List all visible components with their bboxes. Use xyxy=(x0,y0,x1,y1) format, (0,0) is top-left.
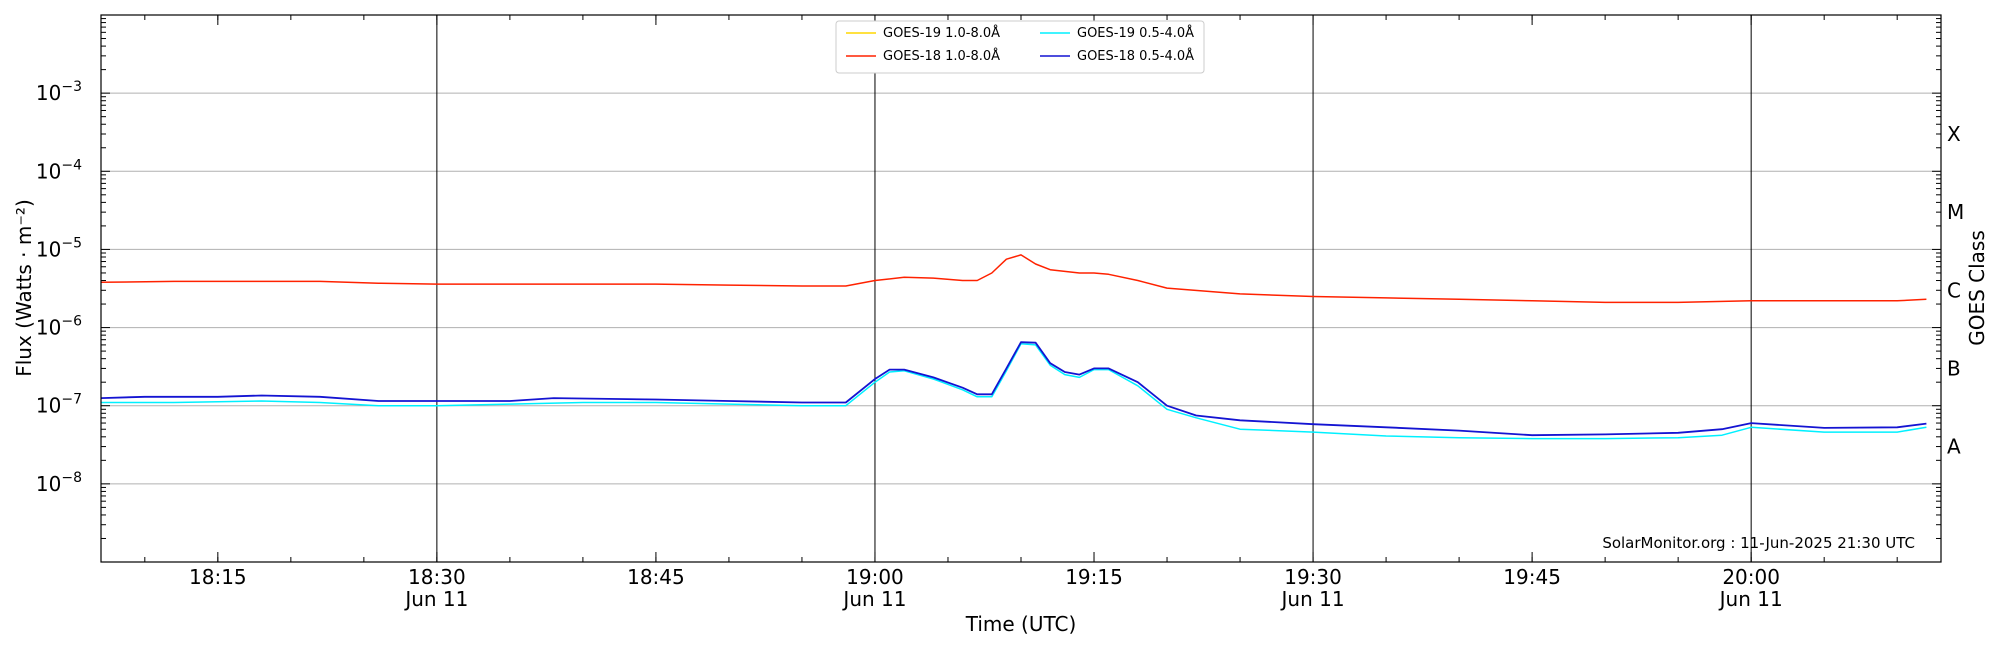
series-line-3 xyxy=(100,341,1927,437)
series-line-1 xyxy=(100,254,1927,304)
y-axis-title: Flux (Watts · m⁻²) xyxy=(12,199,36,377)
y-tick-label: 10−7 xyxy=(36,392,82,418)
series-lines xyxy=(100,254,1927,440)
y-tick-exponent: −4 xyxy=(61,157,82,173)
y-tick-label: 10−5 xyxy=(36,235,82,261)
goes-class-b: B xyxy=(1947,356,1961,380)
y-tick-base: 10 xyxy=(36,159,61,183)
legend: GOES-19 1.0-8.0Å GOES-18 1.0-8.0Å GOES-19 … xyxy=(835,20,1205,74)
x-tick-date-label: Jun 11 xyxy=(403,587,468,611)
y-tick-label: 10−4 xyxy=(36,157,82,183)
y-tick-exponent: −3 xyxy=(61,79,82,95)
goes-class-labels: A B C M X xyxy=(1947,122,1964,459)
x-tick-label: 19:30 xyxy=(1284,565,1342,589)
axis-ticks xyxy=(101,15,1941,563)
credit-text: SolarMonitor.org : 11-Jun-2025 21:30 UTC xyxy=(1602,534,1915,552)
x-tick-label: 18:30 xyxy=(408,565,466,589)
series-line-2 xyxy=(101,343,1927,440)
y-tick-exponent: −7 xyxy=(61,392,82,408)
x-tick-label: 19:15 xyxy=(1065,565,1123,589)
x-tick-label: 19:45 xyxy=(1503,565,1561,589)
y-tick-base: 10 xyxy=(36,81,61,105)
goes-class-m: M xyxy=(1947,200,1964,224)
x-tick-label: 20:00 xyxy=(1722,565,1780,589)
y-tick-base: 10 xyxy=(36,316,61,340)
y-tick-base: 10 xyxy=(36,394,61,418)
y-tick-label: 10−8 xyxy=(36,470,82,496)
y-tick-label: 10−3 xyxy=(36,79,82,105)
goes-class-c: C xyxy=(1947,278,1961,302)
legend-label-2: GOES-19 0.5-4.0Å xyxy=(1077,25,1194,41)
x-tick-label: 18:45 xyxy=(627,565,685,589)
x-tick-date-label: Jun 11 xyxy=(1718,587,1783,611)
y-tick-exponent: −5 xyxy=(61,235,82,251)
y-tick-base: 10 xyxy=(36,472,61,496)
x-tick-label: 18:15 xyxy=(189,565,247,589)
y-tick-label: 10−6 xyxy=(36,314,82,340)
y-tick-exponent: −6 xyxy=(61,314,82,330)
goes-class-x: X xyxy=(1947,122,1961,146)
goes-class-a: A xyxy=(1947,435,1961,459)
y-tick-labels: 10−810−710−610−510−410−3 xyxy=(36,79,82,496)
y-tick-exponent: −8 xyxy=(61,470,82,486)
x-tick-date-label: Jun 11 xyxy=(841,587,906,611)
legend-box xyxy=(835,20,1205,74)
y2-axis-title: GOES Class xyxy=(1965,230,1989,346)
y-tick-base: 10 xyxy=(36,237,61,261)
day-vertical-lines xyxy=(436,15,1752,562)
legend-label-1: GOES-18 1.0-8.0Å xyxy=(883,48,1000,64)
x-tick-label: 19:00 xyxy=(846,565,904,589)
x-tick-date-label: Jun 11 xyxy=(1280,587,1345,611)
legend-label-0: GOES-19 1.0-8.0Å xyxy=(883,25,1000,41)
legend-label-3: GOES-18 0.5-4.0Å xyxy=(1077,48,1194,64)
x-axis-title: Time (UTC) xyxy=(965,612,1077,636)
